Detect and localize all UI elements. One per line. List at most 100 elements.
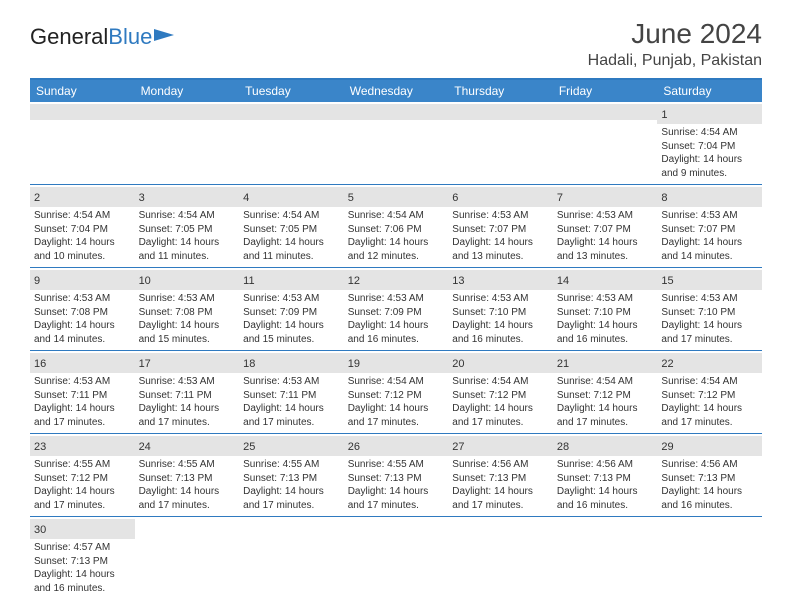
empty-day-number-row xyxy=(448,104,553,120)
day-number: 30 xyxy=(34,524,46,536)
week-row: 30Sunrise: 4:57 AMSunset: 7:13 PMDayligh… xyxy=(30,517,762,599)
header: GeneralBlue June 2024 Hadali, Punjab, Pa… xyxy=(30,18,762,70)
dl1-line: Daylight: 14 hours xyxy=(557,402,654,416)
day-number: 29 xyxy=(661,441,673,453)
dl2-line: and 17 minutes. xyxy=(452,416,549,430)
day-number-row: 12 xyxy=(344,270,449,290)
dl1-line: Daylight: 14 hours xyxy=(661,236,758,250)
sunrise-line: Sunrise: 4:53 AM xyxy=(661,209,758,223)
day-cell: 19Sunrise: 4:54 AMSunset: 7:12 PMDayligh… xyxy=(344,351,449,433)
day-number-row: 27 xyxy=(448,436,553,456)
day-number-row: 16 xyxy=(30,353,135,373)
dl2-line: and 15 minutes. xyxy=(139,333,236,347)
day-cell: 20Sunrise: 4:54 AMSunset: 7:12 PMDayligh… xyxy=(448,351,553,433)
sunset-line: Sunset: 7:05 PM xyxy=(243,223,340,237)
day-number-row: 10 xyxy=(135,270,240,290)
dl2-line: and 17 minutes. xyxy=(557,416,654,430)
day-number: 7 xyxy=(557,192,563,204)
day-number-row: 3 xyxy=(135,187,240,207)
day-cell: 8Sunrise: 4:53 AMSunset: 7:07 PMDaylight… xyxy=(657,185,762,267)
dl1-line: Daylight: 14 hours xyxy=(139,236,236,250)
dl2-line: and 14 minutes. xyxy=(34,333,131,347)
dl2-line: and 16 minutes. xyxy=(557,499,654,513)
dl1-line: Daylight: 14 hours xyxy=(34,402,131,416)
day-number-row: 11 xyxy=(239,270,344,290)
day-number: 13 xyxy=(452,275,464,287)
dl2-line: and 12 minutes. xyxy=(348,250,445,264)
sunrise-line: Sunrise: 4:55 AM xyxy=(139,458,236,472)
day-cell xyxy=(657,517,762,599)
day-cell xyxy=(553,517,658,599)
sunrise-line: Sunrise: 4:54 AM xyxy=(661,375,758,389)
dl2-line: and 17 minutes. xyxy=(34,499,131,513)
day-number-row: 6 xyxy=(448,187,553,207)
sunrise-line: Sunrise: 4:56 AM xyxy=(452,458,549,472)
sunset-line: Sunset: 7:05 PM xyxy=(139,223,236,237)
day-cell: 26Sunrise: 4:55 AMSunset: 7:13 PMDayligh… xyxy=(344,434,449,516)
sunset-line: Sunset: 7:13 PM xyxy=(348,472,445,486)
sunrise-line: Sunrise: 4:53 AM xyxy=(452,209,549,223)
dl1-line: Daylight: 14 hours xyxy=(34,485,131,499)
sunset-line: Sunset: 7:13 PM xyxy=(243,472,340,486)
day-cell: 24Sunrise: 4:55 AMSunset: 7:13 PMDayligh… xyxy=(135,434,240,516)
day-number: 17 xyxy=(139,358,151,370)
sunrise-line: Sunrise: 4:53 AM xyxy=(34,292,131,306)
dl2-line: and 14 minutes. xyxy=(661,250,758,264)
dl2-line: and 16 minutes. xyxy=(557,333,654,347)
dl2-line: and 10 minutes. xyxy=(34,250,131,264)
empty-day-number-row xyxy=(135,104,240,120)
day-number-row: 23 xyxy=(30,436,135,456)
sunrise-line: Sunrise: 4:54 AM xyxy=(452,375,549,389)
sunrise-line: Sunrise: 4:57 AM xyxy=(34,541,131,555)
day-cell: 15Sunrise: 4:53 AMSunset: 7:10 PMDayligh… xyxy=(657,268,762,350)
sunset-line: Sunset: 7:12 PM xyxy=(34,472,131,486)
dl2-line: and 16 minutes. xyxy=(452,333,549,347)
sunrise-line: Sunrise: 4:54 AM xyxy=(661,126,758,140)
sunrise-line: Sunrise: 4:54 AM xyxy=(557,375,654,389)
day-cell: 29Sunrise: 4:56 AMSunset: 7:13 PMDayligh… xyxy=(657,434,762,516)
calendar: SundayMondayTuesdayWednesdayThursdayFrid… xyxy=(30,78,762,599)
sunset-line: Sunset: 7:07 PM xyxy=(557,223,654,237)
week-row: 9Sunrise: 4:53 AMSunset: 7:08 PMDaylight… xyxy=(30,268,762,351)
brand-part1: General xyxy=(30,24,108,50)
day-number: 20 xyxy=(452,358,464,370)
dl2-line: and 15 minutes. xyxy=(243,333,340,347)
sunset-line: Sunset: 7:10 PM xyxy=(661,306,758,320)
dl2-line: and 17 minutes. xyxy=(243,416,340,430)
sunrise-line: Sunrise: 4:53 AM xyxy=(348,292,445,306)
sunrise-line: Sunrise: 4:54 AM xyxy=(139,209,236,223)
dl2-line: and 17 minutes. xyxy=(452,499,549,513)
day-cell xyxy=(344,517,449,599)
day-number: 10 xyxy=(139,275,151,287)
day-number-row: 22 xyxy=(657,353,762,373)
dow-cell: Saturday xyxy=(657,80,762,102)
sunrise-line: Sunrise: 4:53 AM xyxy=(139,292,236,306)
day-number: 9 xyxy=(34,275,40,287)
dl1-line: Daylight: 14 hours xyxy=(243,402,340,416)
week-row: 2Sunrise: 4:54 AMSunset: 7:04 PMDaylight… xyxy=(30,185,762,268)
sunset-line: Sunset: 7:11 PM xyxy=(34,389,131,403)
sunrise-line: Sunrise: 4:53 AM xyxy=(557,209,654,223)
dow-cell: Thursday xyxy=(448,80,553,102)
sunrise-line: Sunrise: 4:55 AM xyxy=(34,458,131,472)
day-cell: 6Sunrise: 4:53 AMSunset: 7:07 PMDaylight… xyxy=(448,185,553,267)
day-number-row: 24 xyxy=(135,436,240,456)
dl2-line: and 13 minutes. xyxy=(557,250,654,264)
sunset-line: Sunset: 7:13 PM xyxy=(452,472,549,486)
dow-cell: Wednesday xyxy=(344,80,449,102)
day-cell: 7Sunrise: 4:53 AMSunset: 7:07 PMDaylight… xyxy=(553,185,658,267)
day-number-row: 13 xyxy=(448,270,553,290)
day-number-row: 8 xyxy=(657,187,762,207)
empty-day-number-row xyxy=(30,104,135,120)
day-number: 15 xyxy=(661,275,673,287)
dow-cell: Sunday xyxy=(30,80,135,102)
day-number-row: 9 xyxy=(30,270,135,290)
dl1-line: Daylight: 14 hours xyxy=(661,485,758,499)
day-number: 11 xyxy=(243,275,254,287)
day-cell: 21Sunrise: 4:54 AMSunset: 7:12 PMDayligh… xyxy=(553,351,658,433)
day-number-row: 15 xyxy=(657,270,762,290)
dl2-line: and 17 minutes. xyxy=(661,333,758,347)
day-cell: 30Sunrise: 4:57 AMSunset: 7:13 PMDayligh… xyxy=(30,517,135,599)
day-number: 18 xyxy=(243,358,255,370)
day-cell xyxy=(135,102,240,184)
